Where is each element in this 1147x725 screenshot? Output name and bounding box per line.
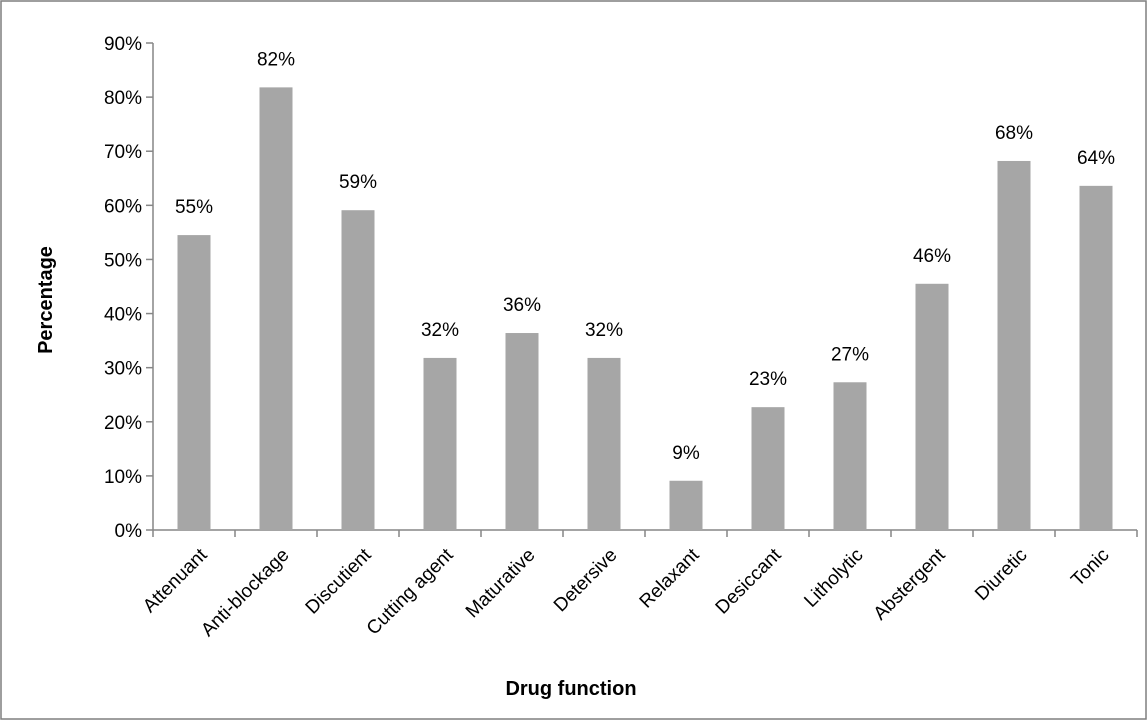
y-tick-label: 0% <box>115 521 143 542</box>
y-tick-label: 10% <box>104 467 142 488</box>
data-label: 32% <box>421 320 459 341</box>
bar <box>259 87 293 531</box>
bar <box>997 160 1031 530</box>
data-label: 55% <box>175 197 213 218</box>
data-label: 9% <box>672 443 700 464</box>
bar <box>669 480 703 530</box>
data-label: 46% <box>913 246 951 267</box>
bar <box>587 357 621 530</box>
data-label: 32% <box>585 320 623 341</box>
bar <box>915 283 949 530</box>
data-label: 27% <box>831 344 869 365</box>
y-tick-label: 40% <box>104 305 142 326</box>
data-label: 64% <box>1077 148 1115 169</box>
y-tick-label: 30% <box>104 359 142 380</box>
data-label: 68% <box>995 123 1033 144</box>
bar <box>341 210 375 530</box>
y-tick-label: 50% <box>104 250 142 271</box>
y-tick-label: 90% <box>104 34 142 55</box>
bar <box>505 333 539 530</box>
y-tick-label: 80% <box>104 88 142 109</box>
x-axis-title: Drug function <box>505 678 636 700</box>
y-axis-title: Percentage <box>35 246 57 354</box>
bar <box>423 357 457 530</box>
bar <box>833 382 867 530</box>
bar <box>1079 185 1113 530</box>
bar <box>751 407 785 530</box>
y-tick-label: 60% <box>104 196 142 217</box>
data-label: 59% <box>339 172 377 193</box>
y-tick-label: 20% <box>104 413 142 434</box>
data-label: 82% <box>257 49 295 70</box>
bar <box>177 235 211 530</box>
data-label: 23% <box>749 369 787 390</box>
data-label: 36% <box>503 295 541 316</box>
y-tick-label: 70% <box>104 142 142 163</box>
